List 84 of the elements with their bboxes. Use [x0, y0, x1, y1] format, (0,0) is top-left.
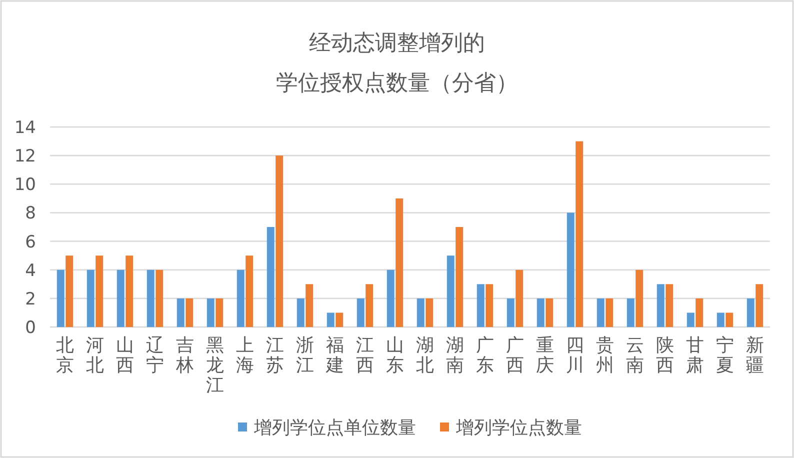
- bar: [306, 284, 314, 327]
- bar: [386, 270, 394, 327]
- x-tick-label: 甘肃: [686, 335, 704, 376]
- bar: [86, 270, 94, 327]
- bar: [146, 270, 154, 327]
- y-tick-label: 2: [25, 289, 36, 310]
- y-tick-label: 10: [14, 175, 36, 196]
- bar: [56, 270, 64, 327]
- x-tick-label: 陕西: [656, 335, 674, 376]
- bar: [476, 284, 484, 327]
- bar: [726, 312, 734, 327]
- bar: [426, 298, 434, 327]
- bar: [666, 284, 674, 327]
- bar: [186, 298, 194, 327]
- bar: [516, 270, 524, 327]
- bar: [126, 256, 134, 327]
- bar: [656, 284, 664, 327]
- x-tick-label: 新疆: [746, 335, 764, 376]
- bar: [636, 270, 644, 327]
- bar: [546, 298, 554, 327]
- y-tick-label: 8: [25, 204, 36, 224]
- x-tick-label: 湖南: [446, 335, 464, 376]
- legend-label: 增列学位点数量: [455, 417, 582, 438]
- bar: [156, 270, 164, 327]
- bar: [566, 212, 574, 327]
- bar: [606, 298, 614, 327]
- x-tick-label: 贵州: [596, 335, 614, 376]
- bar: [296, 298, 304, 327]
- bar: [336, 312, 344, 327]
- bar: [446, 256, 454, 327]
- bar: [746, 298, 754, 327]
- bar: [486, 284, 494, 327]
- bar: [596, 298, 604, 327]
- bar: [356, 298, 364, 327]
- x-tick-label: 黑龙江: [206, 335, 224, 396]
- bar: [276, 156, 284, 327]
- bar: [326, 312, 334, 327]
- bar: [216, 298, 224, 327]
- bar: [116, 270, 124, 327]
- bar: [686, 312, 694, 327]
- chart-title: 经动态调整增列的: [309, 31, 485, 56]
- y-tick-label: 12: [14, 146, 36, 167]
- y-tick-label: 0: [25, 318, 36, 338]
- x-tick-label: 河北: [86, 335, 104, 376]
- y-tick-label: 14: [14, 118, 36, 138]
- bar: [66, 256, 74, 327]
- bar: [236, 270, 244, 327]
- y-tick-label: 6: [25, 232, 36, 252]
- bar: [366, 284, 374, 327]
- x-tick-label: 湖北: [416, 335, 434, 376]
- x-tick-label: 广西: [506, 335, 524, 376]
- x-tick-label: 云南: [626, 335, 644, 376]
- bar: [266, 227, 274, 327]
- bar: [456, 227, 464, 327]
- bar: [96, 256, 104, 327]
- y-tick-label: 4: [25, 260, 36, 281]
- bar: [416, 298, 424, 327]
- x-tick-label: 浙江: [296, 335, 314, 376]
- legend-label: 增列学位点单位数量: [253, 417, 416, 438]
- bar: [536, 298, 544, 327]
- bar: [576, 141, 584, 327]
- bar: [756, 284, 764, 327]
- chart-subtitle: 学位授权点数量（分省）: [276, 71, 518, 96]
- x-tick-label: 福建: [325, 335, 344, 376]
- bar: [396, 198, 404, 327]
- x-tick-label: 上海: [236, 335, 254, 376]
- x-tick-label: 江苏: [266, 335, 284, 376]
- x-tick-label: 北京: [56, 335, 74, 376]
- bar: [506, 298, 514, 327]
- x-tick-label: 山西: [116, 335, 134, 376]
- x-tick-label: 山东: [386, 335, 404, 376]
- x-tick-label: 四川: [566, 335, 584, 376]
- bar: [246, 256, 254, 327]
- bar: [206, 298, 214, 327]
- bar: [696, 298, 704, 327]
- bar: [176, 298, 184, 327]
- x-tick-label: 辽宁: [146, 335, 164, 376]
- x-tick-label: 江西: [356, 335, 374, 376]
- x-tick-label: 吉林: [175, 335, 194, 376]
- bar: [626, 298, 634, 327]
- bar: [716, 312, 724, 327]
- x-tick-label: 重庆: [536, 335, 554, 376]
- x-tick-label: 广东: [476, 335, 494, 376]
- x-tick-label: 宁夏: [716, 335, 734, 376]
